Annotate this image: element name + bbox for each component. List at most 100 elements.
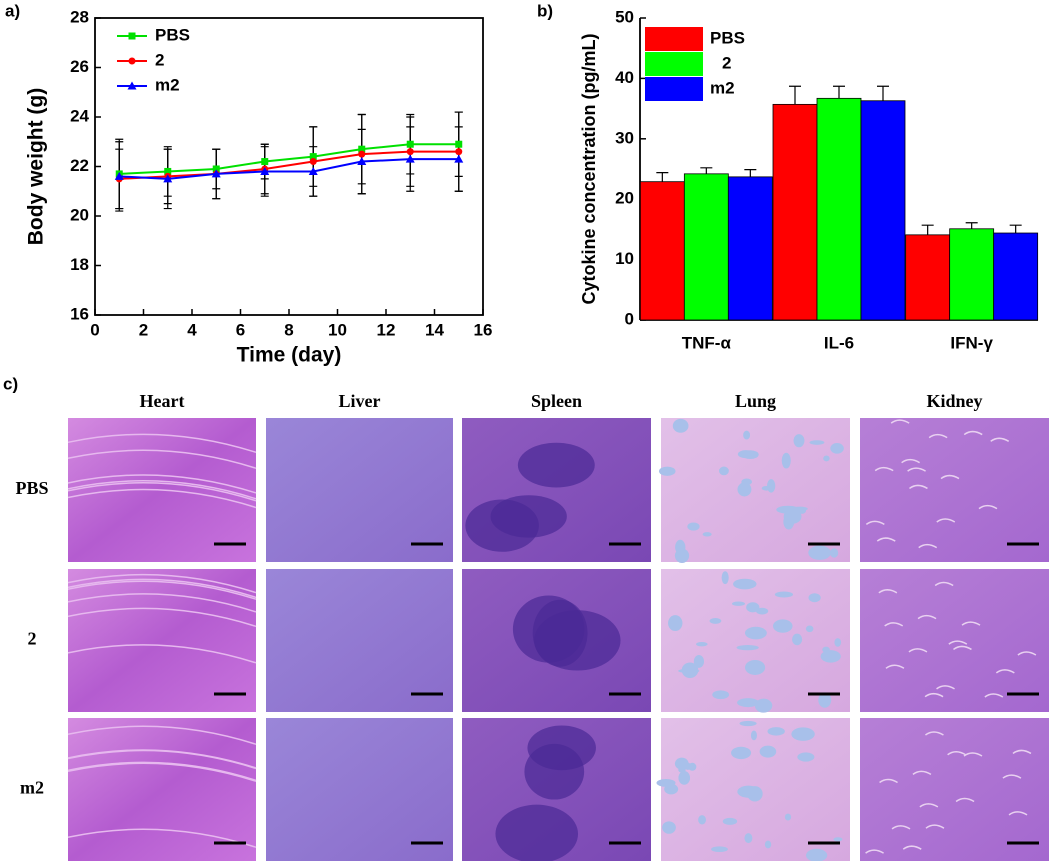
x-tick-label: 8 <box>284 320 293 339</box>
marker <box>455 148 463 156</box>
y-tick-label: 20 <box>70 205 89 224</box>
tissue-fiber <box>67 762 257 782</box>
tissue-alveolus <box>662 821 676 834</box>
error-bar <box>877 85 889 101</box>
tissue-alveolus <box>709 617 722 624</box>
tissue-alveolus <box>755 607 769 615</box>
y-tick-label: 16 <box>70 304 89 323</box>
legend-label: 2 <box>155 50 164 69</box>
tissue-alveolus <box>793 434 805 448</box>
tissue-image <box>266 718 453 861</box>
tissue-tubule <box>865 520 885 525</box>
tissue-tubule <box>990 437 1010 442</box>
tissue-alveolus <box>664 783 679 795</box>
marker <box>454 154 464 163</box>
tissue-tubule <box>865 849 884 854</box>
tissue-tubule <box>934 581 954 587</box>
legend-label: 2 <box>722 53 731 72</box>
tissue-fiber <box>67 449 257 469</box>
tissue-alveolus <box>737 785 760 798</box>
tissue-tubule <box>955 797 975 803</box>
x-tick-label: 4 <box>187 320 197 339</box>
tissue-alveolus <box>774 591 794 598</box>
error-bar <box>921 224 934 235</box>
tissue-image <box>860 418 1049 562</box>
column-header: Liver <box>339 391 381 411</box>
tissue-alveolus <box>818 692 832 708</box>
tissue-background <box>661 418 850 562</box>
tissue-tubule <box>919 803 939 808</box>
tissue-alveolus <box>805 625 814 633</box>
tissue-image <box>661 569 850 713</box>
legend-swatch <box>645 52 703 76</box>
legend-swatch <box>645 27 703 51</box>
marker <box>164 167 172 175</box>
x-tick-label: IL-6 <box>824 333 854 352</box>
bar <box>772 103 818 321</box>
panel-label: a) <box>5 1 20 20</box>
bar <box>993 232 1039 321</box>
tissue-tubule <box>924 731 944 736</box>
tissue-image <box>462 718 651 861</box>
tissue-follicle <box>524 743 585 800</box>
y-tick-label: 40 <box>615 68 634 87</box>
x-tick-label: 0 <box>90 320 99 339</box>
tissue-alveolus <box>693 655 705 668</box>
tissue-tubule <box>907 467 926 472</box>
tissue-alveolus <box>741 450 759 460</box>
marker <box>308 166 318 175</box>
tissue-fiber <box>67 607 257 628</box>
tissue-fiber <box>67 761 257 782</box>
tissue-tubule <box>928 433 948 439</box>
x-tick-label: 6 <box>236 320 245 339</box>
tissue-background <box>661 569 850 712</box>
tissue-tubule <box>878 589 898 594</box>
y-tick-label: 18 <box>70 255 89 274</box>
tissue-tubule <box>936 518 956 523</box>
tissue-image <box>266 418 453 562</box>
y-tick-label: 10 <box>615 249 634 268</box>
tissue-alveolus <box>731 746 752 760</box>
marker <box>309 158 317 166</box>
tissue-tubule <box>917 614 937 620</box>
tissue-background <box>266 569 453 712</box>
tissue-tubule <box>901 458 921 464</box>
x-tick-label: 14 <box>425 320 444 339</box>
bar <box>905 234 951 321</box>
tissue-alveolus <box>808 593 821 603</box>
marker <box>358 145 366 153</box>
tissue-alveolus <box>674 548 690 563</box>
column-header: Spleen <box>531 391 582 411</box>
tissue-alveolus <box>736 644 759 651</box>
y-axis-title: Cytokine concentration (pg/mL) <box>579 33 599 304</box>
tissue-background <box>266 718 453 861</box>
tissue-alveolus <box>791 727 815 741</box>
tissue-image <box>67 418 257 562</box>
error-bar <box>1009 224 1022 234</box>
series-line <box>119 158 459 180</box>
series-line <box>119 143 459 175</box>
marker <box>406 140 414 148</box>
error-bar <box>833 85 845 99</box>
tissue-tubule <box>925 824 945 829</box>
tissue-image <box>462 569 651 712</box>
column-header: Heart <box>140 391 185 411</box>
row-label: PBS <box>15 478 48 498</box>
legend-label: PBS <box>710 28 745 47</box>
tissue-tubule <box>947 750 967 756</box>
row-label: m2 <box>20 778 44 798</box>
panel-label: b) <box>537 1 553 20</box>
tissue-alveolus <box>767 479 776 493</box>
panel-label: c) <box>3 374 18 393</box>
marker <box>358 150 366 158</box>
marker <box>163 174 173 183</box>
tissue-image <box>860 718 1049 861</box>
y-tick-label: 24 <box>70 106 89 125</box>
tissue-tubule <box>924 692 944 698</box>
tissue-tubule <box>912 770 932 776</box>
plot-frame <box>94 17 484 316</box>
tissue-tubule <box>1017 651 1037 656</box>
tissue-tubule <box>984 693 1004 698</box>
tissue-alveolus <box>737 698 760 708</box>
